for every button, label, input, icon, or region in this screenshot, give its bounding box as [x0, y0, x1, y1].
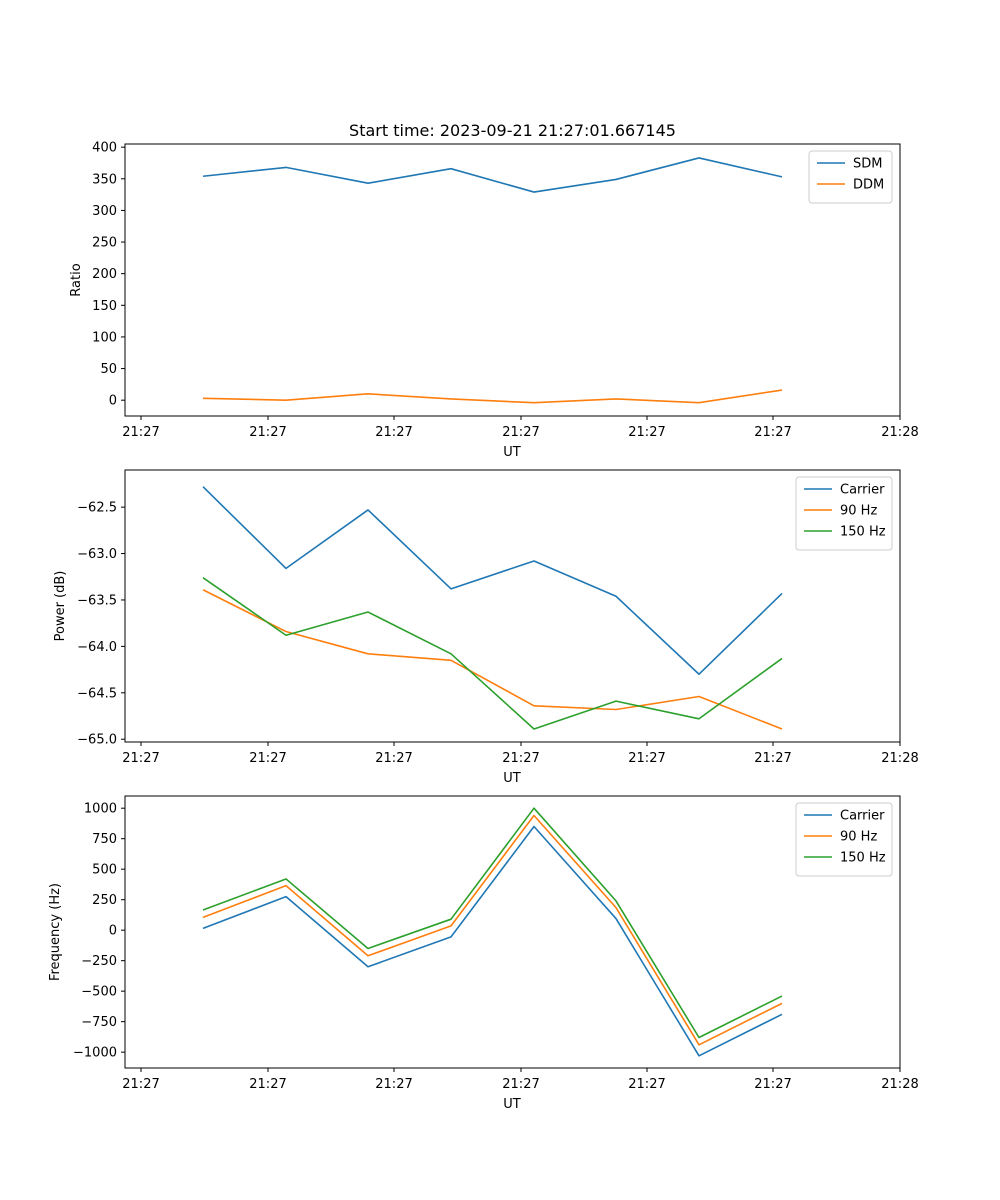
x-tick-label: 21:28 — [881, 751, 918, 766]
x-tick-label: 21:28 — [881, 1077, 918, 1092]
legend-label: Carrier — [840, 483, 885, 498]
power-chart: −65.0 −64.5 −64.0 −63.5 −63.0 −62.5 21:27 21:27… — [53, 469, 919, 786]
x-tick-label: 21:27 — [249, 751, 286, 766]
legend-label: 150 Hz — [840, 851, 886, 866]
plot-frame — [124, 143, 901, 417]
y-tick-label: 250 — [92, 236, 117, 251]
series-line-90-hz — [202, 589, 783, 730]
x-tick-label: 21:28 — [881, 425, 918, 440]
x-tick-label: 21:27 — [754, 1077, 791, 1092]
y-tick-label: 100 — [92, 330, 117, 345]
x-tick-label: 21:27 — [122, 1077, 159, 1092]
x-axis-label: UT — [503, 445, 521, 460]
x-tick-label: 21:27 — [502, 425, 539, 440]
x-tick-label: 21:27 — [628, 751, 665, 766]
x-tick-label: 21:27 — [375, 751, 412, 766]
y-axis-label: Ratio — [69, 263, 84, 296]
series-line-150-hz — [202, 577, 783, 730]
y-tick-label: 400 — [92, 141, 117, 156]
figure-title: Start time: 2023-09-21 21:27:01.667145 — [349, 121, 676, 140]
x-tick-label: 21:27 — [502, 751, 539, 766]
legend-label: 90 Hz — [840, 504, 877, 519]
y-tick-label: −65.0 — [77, 733, 117, 748]
y-tick-label: 0 — [109, 924, 117, 939]
series-line-carrier — [202, 486, 783, 676]
y-tick-label: −64.0 — [77, 640, 117, 655]
legend-label: 90 Hz — [840, 830, 877, 845]
series-line-90-hz — [202, 814, 783, 1046]
y-tick-label: 500 — [92, 863, 117, 878]
plot-area — [125, 144, 900, 416]
x-axis-label: UT — [503, 1097, 521, 1112]
legend: Carrier 90 Hz 150 Hz — [795, 802, 893, 877]
y-tick-label: −62.5 — [77, 501, 117, 516]
y-axis-label: Power (dB) — [53, 571, 68, 642]
series-line-carrier — [202, 825, 783, 1057]
legend-label: 150 Hz — [840, 525, 886, 540]
y-tick-label: −63.0 — [77, 547, 117, 562]
y-tick-label: 150 — [92, 299, 117, 314]
frequency-chart: −1000 −750 −500 −250 0 250 500 750 1000 21:27 21:2… — [48, 795, 919, 1112]
series-line-sdm — [202, 157, 783, 193]
y-tick-label: 1000 — [84, 802, 117, 817]
x-tick-label: 21:27 — [628, 1077, 665, 1092]
y-tick-label: −64.5 — [77, 686, 117, 701]
y-tick-label: −750 — [81, 1015, 117, 1030]
series-line-150-hz — [202, 807, 783, 1039]
x-axis-label: UT — [503, 771, 521, 786]
y-tick-label: −1000 — [73, 1046, 117, 1061]
y-axis-label: Frequency (Hz) — [48, 883, 63, 981]
plot-area — [125, 470, 900, 742]
legend: Carrier 90 Hz 150 Hz — [795, 476, 893, 551]
x-tick-label: 21:27 — [502, 1077, 539, 1092]
legend-box — [808, 150, 893, 204]
plot-frame — [124, 469, 901, 743]
x-tick-label: 21:27 — [628, 425, 665, 440]
y-tick-label: 250 — [92, 893, 117, 908]
series-line-ddm — [202, 389, 783, 404]
y-tick-label: −250 — [81, 954, 117, 969]
x-tick-label: 21:27 — [249, 425, 286, 440]
y-tick-label: −500 — [81, 985, 117, 1000]
legend-label: SDM — [853, 157, 882, 172]
x-tick-label: 21:27 — [122, 751, 159, 766]
legend-label: Carrier — [840, 809, 885, 824]
y-tick-label: 300 — [92, 204, 117, 219]
plot-frame — [124, 795, 901, 1069]
ratio-chart: 0 50 100 150 200 250 300 350 400 21:27 21:27 21:27 2… — [69, 141, 919, 460]
x-tick-label: 21:27 — [249, 1077, 286, 1092]
y-tick-label: 200 — [92, 267, 117, 282]
x-tick-label: 21:27 — [754, 425, 791, 440]
legend: SDM DDM — [808, 150, 893, 204]
x-tick-label: 21:27 — [375, 425, 412, 440]
y-tick-label: 50 — [100, 362, 117, 377]
y-tick-label: 750 — [92, 832, 117, 847]
y-tick-label: −63.5 — [77, 593, 117, 608]
x-tick-label: 21:27 — [754, 751, 791, 766]
plot-area — [125, 796, 900, 1068]
legend-label: DDM — [853, 178, 884, 193]
y-tick-label: 350 — [92, 172, 117, 187]
y-tick-label: 0 — [109, 394, 117, 409]
x-tick-label: 21:27 — [122, 425, 159, 440]
plots: 0 50 100 150 200 250 300 350 400 21:27 21:27 21:27 2… — [48, 141, 919, 1112]
x-tick-label: 21:27 — [375, 1077, 412, 1092]
